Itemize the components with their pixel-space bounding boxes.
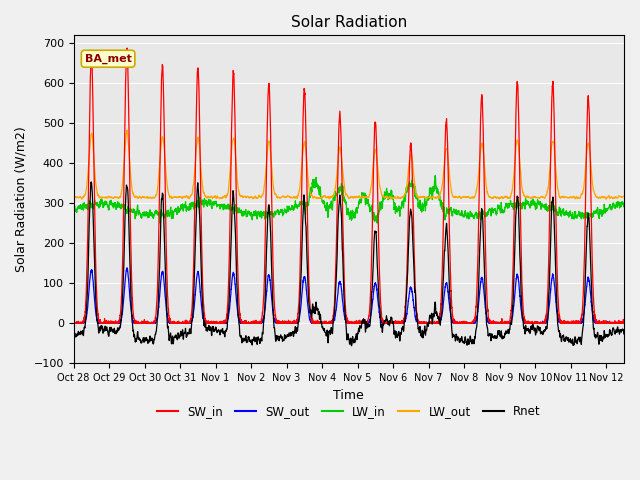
Rnet bbox=[70, 325, 77, 331]
Rnet bbox=[620, 331, 628, 337]
SW_in bbox=[335, 121, 343, 127]
SW_out bbox=[381, 321, 389, 326]
SW_in bbox=[620, 321, 628, 326]
Rnet bbox=[308, 315, 316, 321]
LW_out bbox=[381, 194, 389, 200]
Line: Rnet: Rnet bbox=[74, 182, 624, 346]
LW_in bbox=[504, 203, 512, 209]
Rnet bbox=[335, 204, 342, 210]
SW_in bbox=[381, 321, 389, 326]
Rnet bbox=[381, 318, 389, 324]
Line: LW_out: LW_out bbox=[74, 130, 624, 199]
Line: SW_in: SW_in bbox=[74, 48, 624, 324]
SW_out bbox=[335, 280, 343, 286]
LW_out bbox=[124, 127, 131, 133]
SW_in bbox=[320, 320, 328, 325]
LW_out bbox=[616, 193, 623, 199]
SW_out bbox=[70, 320, 77, 325]
Legend: SW_in, SW_out, LW_in, LW_out, Rnet: SW_in, SW_out, LW_in, LW_out, Rnet bbox=[152, 401, 545, 423]
LW_in bbox=[70, 198, 77, 204]
Rnet bbox=[88, 179, 95, 185]
SW_in bbox=[504, 321, 512, 326]
Rnet bbox=[348, 343, 355, 348]
X-axis label: Time: Time bbox=[333, 389, 364, 402]
Y-axis label: Solar Radiation (W/m2): Solar Radiation (W/m2) bbox=[15, 127, 28, 272]
LW_in bbox=[620, 204, 628, 210]
Title: Solar Radiation: Solar Radiation bbox=[291, 15, 407, 30]
LW_in bbox=[431, 173, 439, 179]
Rnet bbox=[504, 328, 512, 334]
LW_in bbox=[373, 220, 381, 226]
SW_out bbox=[616, 320, 623, 325]
SW_out bbox=[70, 321, 78, 326]
SW_in bbox=[308, 318, 316, 324]
LW_in bbox=[616, 204, 623, 209]
SW_out bbox=[308, 320, 316, 326]
Text: BA_met: BA_met bbox=[84, 54, 132, 64]
Rnet bbox=[616, 331, 623, 337]
SW_in bbox=[70, 320, 77, 325]
LW_out bbox=[70, 194, 77, 200]
SW_out bbox=[320, 321, 328, 326]
LW_out bbox=[320, 193, 328, 199]
LW_out bbox=[308, 192, 316, 198]
LW_in bbox=[335, 189, 342, 194]
SW_out bbox=[620, 320, 628, 326]
SW_in bbox=[616, 320, 623, 325]
LW_out bbox=[335, 148, 343, 154]
Line: LW_in: LW_in bbox=[74, 176, 624, 223]
LW_out bbox=[620, 193, 628, 199]
LW_out bbox=[504, 195, 512, 201]
LW_in bbox=[308, 189, 316, 195]
SW_out bbox=[124, 265, 131, 271]
SW_in bbox=[70, 321, 77, 326]
SW_out bbox=[504, 321, 512, 326]
Rnet bbox=[320, 327, 328, 333]
LW_out bbox=[78, 196, 86, 202]
Line: SW_out: SW_out bbox=[74, 268, 624, 324]
SW_in bbox=[124, 45, 131, 51]
LW_in bbox=[381, 195, 389, 201]
LW_in bbox=[320, 199, 328, 204]
